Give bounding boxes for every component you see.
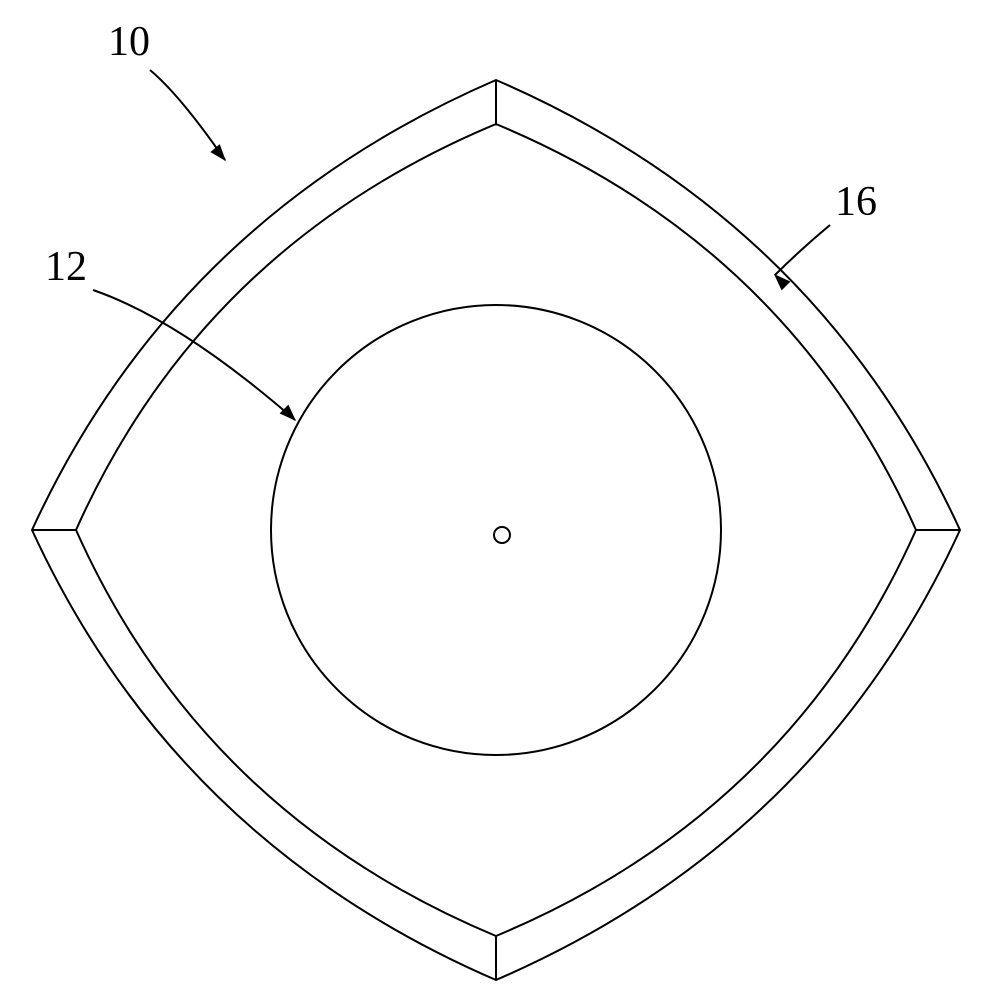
label-text: 12 — [45, 244, 87, 290]
label-16: 16 — [775, 179, 877, 290]
center-mark — [494, 527, 510, 543]
technical-diagram: 10 12 16 — [0, 0, 993, 1000]
leader-arrowhead — [211, 145, 225, 160]
label-12: 12 — [45, 244, 295, 420]
label-10: 10 — [108, 19, 225, 160]
leader-arrowhead — [280, 405, 295, 420]
shape-group — [32, 80, 960, 980]
label-group: 10 12 16 — [45, 19, 877, 420]
leader-line — [93, 290, 295, 420]
label-text: 16 — [835, 179, 877, 225]
label-text: 10 — [108, 19, 150, 65]
leader-line — [150, 70, 225, 160]
leader-line — [775, 225, 830, 275]
